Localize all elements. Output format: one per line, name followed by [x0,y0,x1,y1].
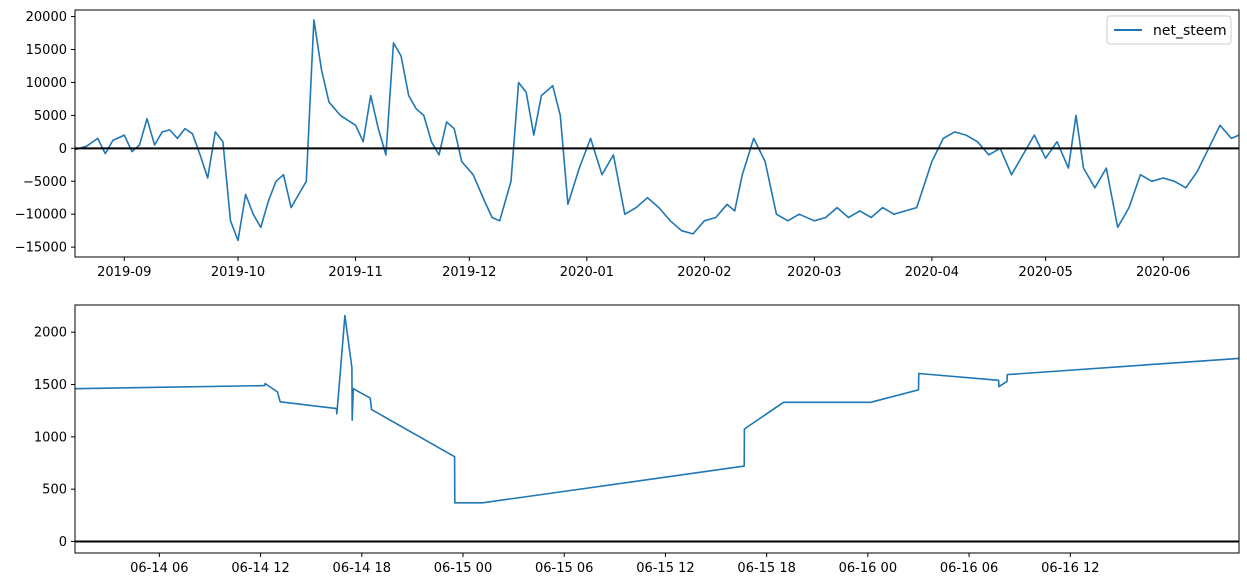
x-tick-label: 06-16 06 [940,561,998,576]
chart-bottom: 06-14 06 06-14 12 06-14 18 06-15 00 06-15 06… [34,304,1240,576]
top-y-ticks: 20000 15000 10000 5000 0 −5000 −10000 −15000 [15,10,75,256]
x-tick-label: 2020-04 [905,265,959,280]
x-tick-label: 06-15 18 [737,561,795,576]
plot-frame-bottom [74,304,1240,554]
x-tick-label: 2019-10 [211,265,265,280]
y-tick-label: 1000 [34,430,67,445]
bottom-x-ticks: 06-14 06 06-14 12 06-14 18 06-15 00 06-15 06… [130,553,1100,576]
y-tick-label: −10000 [15,208,67,223]
x-tick-label: 2020-01 [560,265,614,280]
x-tick-label: 2020-05 [1018,265,1072,280]
x-tick-label: 06-15 12 [636,561,694,576]
y-tick-label: 0 [59,142,67,157]
x-tick-label: 2020-06 [1136,265,1190,280]
x-tick-label: 06-14 18 [333,561,391,576]
x-tick-label: 2020-03 [787,265,841,280]
bottom-series-layer [74,314,1240,504]
y-tick-label: 20000 [26,10,67,25]
chart-top: 2019-09 2019-10 2019-11 2019-12 2020-01 2020-… [15,9,1240,280]
series-line-1-0 [74,314,1240,504]
y-tick-label: 2000 [34,326,67,341]
plot-area-top [75,10,1239,257]
y-tick-label: 5000 [34,109,67,124]
series-line-0-0 [74,19,1240,242]
bottom-y-ticks: 2000 1500 1000 500 0 [34,326,75,550]
plot-frame-top [74,9,1240,258]
plot-area-bottom [75,305,1239,553]
y-tick-label: 500 [42,483,67,498]
y-tick-label: 15000 [26,43,67,58]
x-tick-label: 06-16 12 [1041,561,1099,576]
x-tick-label: 06-15 00 [434,561,492,576]
x-tick-label: 06-14 06 [130,561,188,576]
y-tick-label: −15000 [15,241,67,256]
top-series-layer [74,19,1240,242]
x-tick-label: 2020-02 [677,265,731,280]
x-tick-label: 06-16 00 [839,561,897,576]
legend-frame [1106,15,1232,45]
x-tick-label: 2019-09 [97,265,151,280]
top-x-ticks: 2019-09 2019-10 2019-11 2019-12 2020-01 2020-… [97,257,1190,280]
x-tick-label: 2019-12 [442,265,496,280]
legend: net_steem [1106,15,1232,45]
y-tick-label: −5000 [23,175,67,190]
y-tick-label: 1500 [34,378,67,393]
x-tick-label: 2019-11 [328,265,382,280]
x-tick-label: 06-14 12 [231,561,289,576]
y-tick-label: 0 [59,535,67,550]
legend-label-net-steem: net_steem [1153,23,1227,39]
x-tick-label: 06-15 06 [535,561,593,576]
y-tick-label: 10000 [26,76,67,91]
